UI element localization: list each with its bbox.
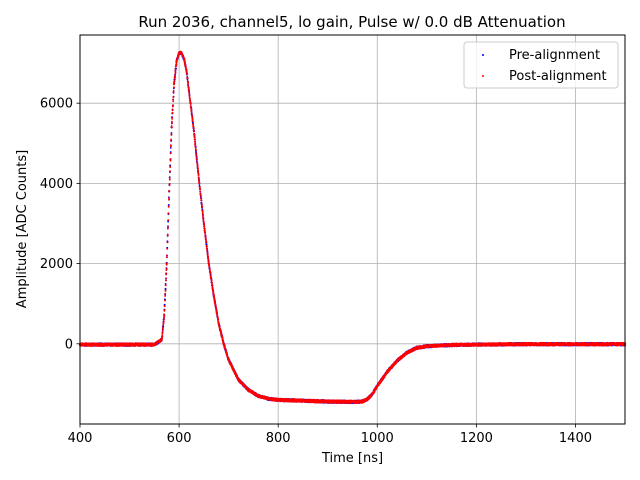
- data-point: [169, 146, 172, 149]
- data-point: [198, 184, 201, 186]
- data-layer: [78, 50, 626, 405]
- chart-title: Run 2036, channel5, lo gain, Pulse w/ 0.…: [138, 13, 565, 31]
- data-point: [167, 220, 170, 223]
- data-point: [167, 204, 170, 206]
- data-point: [163, 303, 166, 306]
